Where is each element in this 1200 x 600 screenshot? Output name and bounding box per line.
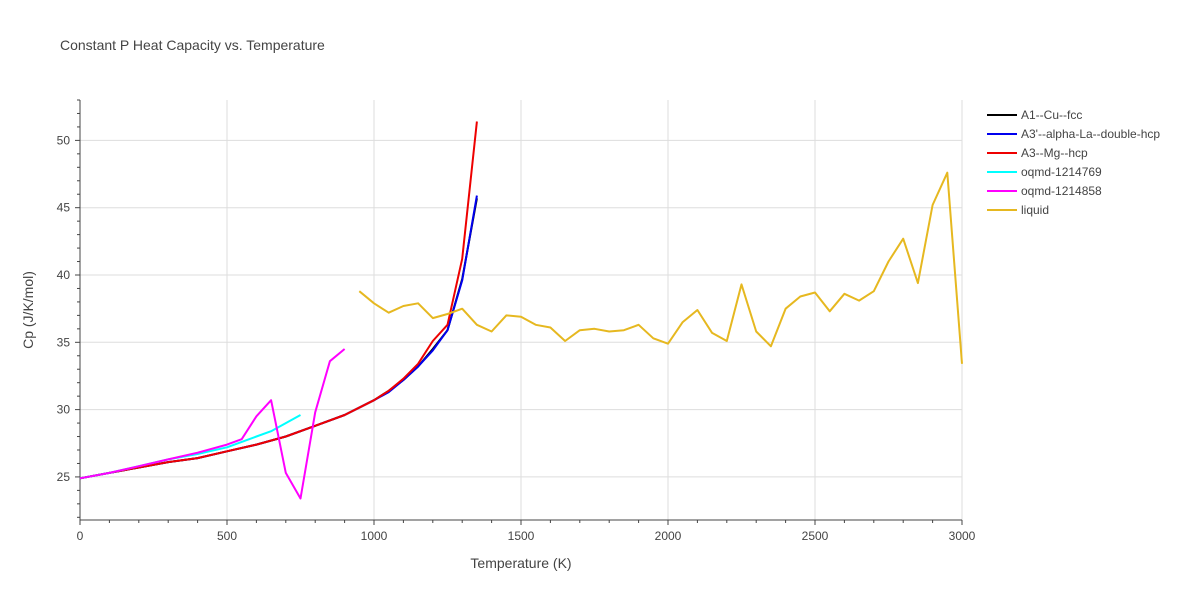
legend[interactable]: A1--Cu--fcc A3'--alpha-La--double-hcp A3--…	[987, 108, 1160, 217]
y-axis-title: Cp (J/K/mol)	[20, 271, 36, 349]
x-tick-label: 1500	[508, 529, 535, 543]
legend-label: A3--Mg--hcp	[1021, 146, 1088, 160]
series-line-liquid[interactable]	[358, 171, 963, 364]
legend-item-a3-mg-hcp[interactable]: A3--Mg--hcp	[987, 146, 1088, 160]
legend-label: oqmd-1214858	[1021, 184, 1102, 198]
chart-title: Constant P Heat Capacity vs. Temperature	[60, 37, 325, 53]
series-lines[interactable]	[79, 121, 963, 500]
y-tick-label: 50	[57, 133, 71, 147]
x-tick-label: 2500	[802, 529, 829, 543]
legend-label: A3'--alpha-La--double-hcp	[1021, 127, 1160, 141]
x-axis-title: Temperature (K)	[470, 555, 571, 571]
y-tick-label: 30	[57, 403, 71, 417]
axes: 0 500 1000 1500 2000 2500 3000 25 30 35 40 45 50	[57, 99, 976, 543]
legend-label: A1--Cu--fcc	[1021, 108, 1082, 122]
x-tick-label: 500	[217, 529, 237, 543]
legend-label: liquid	[1021, 203, 1049, 217]
legend-item-a1-cu-fcc[interactable]: A1--Cu--fcc	[987, 108, 1082, 122]
series-line-oqmd-1214858[interactable]	[79, 348, 346, 500]
x-tick-label: 1000	[361, 529, 388, 543]
grid	[80, 100, 963, 520]
legend-label: oqmd-1214769	[1021, 165, 1102, 179]
series-line-a3-mg-hcp[interactable]	[79, 121, 478, 480]
legend-item-liquid[interactable]: liquid	[987, 203, 1049, 217]
y-tick-label: 35	[57, 335, 71, 349]
y-tick-label: 25	[57, 470, 71, 484]
legend-item-oqmd-1214858[interactable]: oqmd-1214858	[987, 184, 1102, 198]
x-tick-label: 3000	[949, 529, 976, 543]
legend-item-a3-alpha-la-double-hcp[interactable]: A3'--alpha-La--double-hcp	[987, 127, 1160, 141]
x-tick-label: 2000	[655, 529, 682, 543]
legend-item-oqmd-1214769[interactable]: oqmd-1214769	[987, 165, 1102, 179]
x-tick-label: 0	[77, 529, 84, 543]
y-tick-label: 45	[57, 201, 71, 215]
y-tick-label: 40	[57, 268, 71, 282]
